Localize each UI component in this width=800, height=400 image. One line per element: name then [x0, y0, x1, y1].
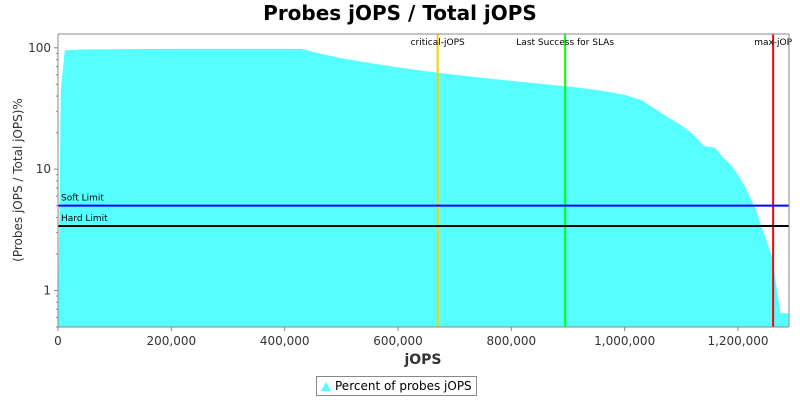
x-tick-label-4: 800,000	[487, 334, 537, 348]
y-tick-label-2: 100	[28, 41, 51, 55]
x-tick-label-6: 1,200,000	[707, 334, 768, 348]
ref-line-label-2: max-jOP	[754, 38, 792, 48]
chart-title: Probes jOPS / Total jOPS	[263, 1, 537, 25]
x-axis-label: jOPS	[403, 352, 441, 368]
plot-area: critical-jOPS Last Success for SLAs max-jO…	[28, 33, 793, 348]
y-axis-label: (Probes jOPS / Total jOPS)%	[11, 98, 25, 262]
y-tick-label-0: 1	[43, 283, 51, 297]
y-tick-label-1: 10	[36, 162, 51, 176]
ref-line-label-4: Hard Limit	[61, 214, 108, 224]
ref-line-label-1: Last Success for SLAs	[516, 38, 614, 48]
series-area-0	[58, 48, 789, 328]
x-tick-label-0: 0	[54, 334, 62, 348]
legend: Percent of probes jOPS	[316, 376, 477, 396]
legend-series-swatch	[321, 381, 331, 391]
x-tick-label-3: 600,000	[373, 334, 423, 348]
x-tick-label-2: 400,000	[260, 334, 310, 348]
x-tick-label-5: 1,000,000	[594, 334, 655, 348]
ref-line-label-3: Soft Limit	[61, 194, 104, 204]
legend-series-label: Percent of probes jOPS	[335, 379, 472, 393]
x-tick-label-1: 200,000	[147, 334, 197, 348]
ref-line-label-0: critical-jOPS	[411, 38, 465, 48]
